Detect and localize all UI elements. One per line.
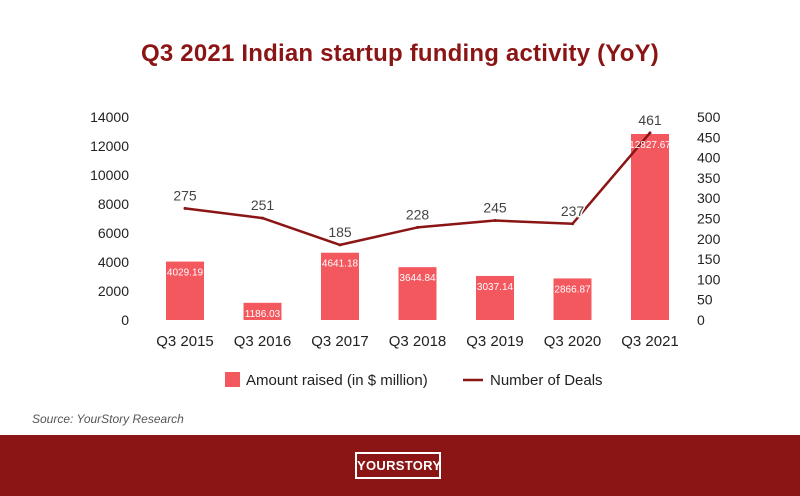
left-axis-tick-label: 10000 xyxy=(90,167,129,183)
right-axis-tick-label: 50 xyxy=(697,292,713,308)
source-note: Source: YourStory Research xyxy=(32,412,184,426)
right-axis-tick-label: 500 xyxy=(697,109,721,125)
right-axis-tick-label: 150 xyxy=(697,251,721,267)
line-data-label: 245 xyxy=(483,200,507,216)
bar-amount-raised xyxy=(321,252,359,320)
bar-amount-raised xyxy=(476,275,514,320)
funding-chart: 0 2000 4000 6000 8000 10000 12000 14000 0 50 100 15… xyxy=(90,109,721,389)
bar-data-label: 3037.14 xyxy=(477,282,514,293)
bar-data-label: 3644.84 xyxy=(399,273,436,284)
bar-amount-raised xyxy=(398,267,437,320)
line-data-label: 251 xyxy=(251,197,275,213)
left-axis-tick-label: 12000 xyxy=(90,138,129,154)
line-point-number-of-deals xyxy=(183,206,187,210)
right-axis-tick-label: 350 xyxy=(697,170,721,186)
left-axis-tick-label: 0 xyxy=(121,312,129,328)
legend-label-amount-raised: Amount raised (in $ million) xyxy=(246,372,428,389)
x-axis-category-label: Q3 2016 xyxy=(234,333,292,350)
right-axis-tick-label: 300 xyxy=(697,190,721,206)
right-axis-tick-label: 400 xyxy=(697,150,721,166)
line-point-number-of-deals xyxy=(338,243,342,247)
x-axis-category-label: Q3 2018 xyxy=(389,333,447,350)
right-axis-tick-label: 450 xyxy=(697,129,721,145)
right-axis-tick-label: 250 xyxy=(697,211,721,227)
bar-amount-raised xyxy=(166,261,204,320)
bar-data-label: 4641.18 xyxy=(322,259,359,270)
bar-data-label: 1186.03 xyxy=(245,309,281,320)
line-data-label: 237 xyxy=(561,203,585,219)
line-point-number-of-deals xyxy=(571,222,574,226)
x-axis-category-label: Q3 2021 xyxy=(621,333,679,350)
x-axis-category-label: Q3 2015 xyxy=(156,333,214,350)
bar-amount-raised xyxy=(243,302,282,320)
line-point-number-of-deals xyxy=(261,216,264,220)
x-axis-category-label: Q3 2019 xyxy=(466,333,524,350)
left-axis-tick-label: 8000 xyxy=(98,196,129,212)
left-axis-tick-label: 14000 xyxy=(90,109,129,125)
right-axis-tick-label: 200 xyxy=(697,231,721,247)
bar-data-label: 2866.87 xyxy=(554,284,591,295)
right-axis-tick-label: 0 xyxy=(697,312,705,328)
bar-amount-raised xyxy=(553,278,592,320)
bar-amount-raised xyxy=(631,133,669,320)
line-point-number-of-deals xyxy=(416,225,419,229)
right-axis-tick-label: 100 xyxy=(697,271,721,287)
chart-title: Q3 2021 Indian startup funding activity … xyxy=(141,40,659,67)
x-axis-category-label: Q3 2020 xyxy=(544,333,602,350)
left-axis-tick-label: 2000 xyxy=(98,283,129,299)
legend-swatch-amount-raised xyxy=(225,372,240,387)
left-axis-tick-label: 4000 xyxy=(98,254,129,270)
line-data-label: 461 xyxy=(638,112,662,128)
bar-data-label: 12827.67 xyxy=(629,140,671,151)
footer-bar: YOURSTORY xyxy=(0,435,800,496)
legend-label-number-of-deals: Number of Deals xyxy=(490,372,603,389)
x-axis-category-label: Q3 2017 xyxy=(311,333,369,350)
left-axis-tick-label: 6000 xyxy=(98,225,129,241)
line-data-label: 275 xyxy=(173,187,197,203)
line-data-label: 228 xyxy=(406,206,430,222)
yourstory-logo: YOURSTORY xyxy=(355,452,441,479)
line-point-number-of-deals xyxy=(493,219,497,223)
line-data-label: 185 xyxy=(328,224,352,240)
line-point-number-of-deals xyxy=(648,131,652,135)
bar-data-label: 4029.19 xyxy=(167,268,204,279)
